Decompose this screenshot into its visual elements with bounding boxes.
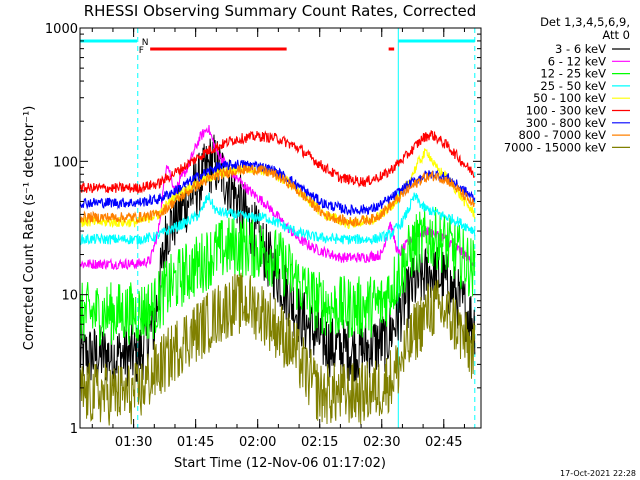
plot-frame [79, 27, 482, 429]
footer-timestamp: 17-Oct-2021 22:28 [560, 469, 636, 478]
series-line-8 [79, 272, 476, 426]
series-line-7 [79, 164, 476, 227]
y-tick-label-0: 1 [70, 422, 78, 437]
legend-label-4: 50 - 100 keV [533, 91, 606, 105]
x-tick-label-4: 02:30 [363, 435, 400, 450]
y-tick-label-2: 100 [53, 155, 78, 170]
flare-flag-label: F [139, 46, 144, 56]
legend-label-1: 6 - 12 keV [548, 54, 606, 68]
legend-header-detectors: Det 1,3,4,5,6,9, [540, 15, 630, 29]
x-tick-label-2: 02:00 [239, 435, 276, 450]
x-tick-label-5: 02:45 [425, 435, 462, 450]
chart-title: RHESSI Observing Summary Count Rates, Co… [84, 2, 477, 20]
x-axis-label: Start Time (12-Nov-06 01:17:02) [174, 456, 386, 471]
y-tick-label-3: 1000 [45, 22, 78, 37]
legend-label-8: 7000 - 15000 keV [504, 140, 606, 154]
legend-label-5: 100 - 300 keV [526, 104, 606, 118]
x-tick-label-3: 02:15 [301, 435, 338, 450]
y-tick-label-1: 10 [61, 289, 78, 304]
series-line-3 [79, 192, 476, 246]
legend-label-7: 800 - 7000 keV [518, 128, 606, 142]
series-line-5 [79, 130, 475, 195]
legend-label-6: 300 - 800 keV [526, 116, 606, 130]
legend-header-attenuator: Att 0 [602, 28, 630, 42]
y-axis-label: Corrected Count Rate (s⁻¹ detector⁻¹) [22, 106, 37, 351]
series-line-2 [79, 206, 476, 347]
legend-label-3: 25 - 50 keV [540, 79, 606, 93]
flags-layer: NF [80, 28, 476, 428]
legend-label-0: 3 - 6 keV [555, 42, 606, 56]
night-flag-label: N [142, 38, 149, 48]
x-tick-label-1: 01:45 [177, 435, 214, 450]
legend-label-2: 12 - 25 keV [540, 67, 606, 81]
axis-layer: 1 10 100 1000 01:30 01:45 02:00 02:15 02:30 02:45 [45, 22, 481, 450]
series-layer [79, 125, 476, 426]
x-tick-label-0: 01:30 [115, 435, 152, 450]
